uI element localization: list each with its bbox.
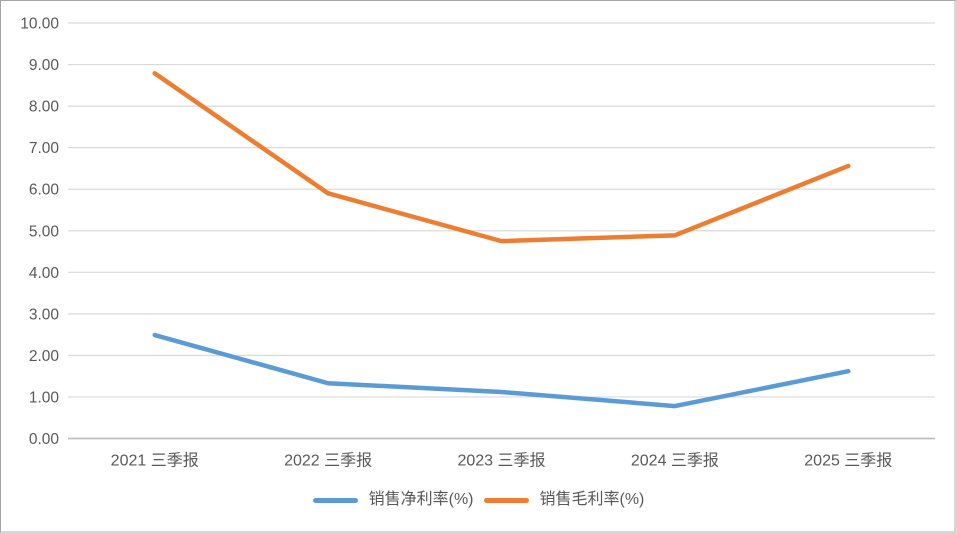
y-tick-label: 4.00	[29, 265, 60, 282]
y-tick-label: 2.00	[29, 348, 60, 365]
legend-item: 销售净利率(%)	[311, 489, 476, 511]
x-tick-label: 2025 三季报	[804, 452, 892, 470]
legend-label: 销售净利率(%)	[368, 491, 474, 508]
y-tick-label: 8.00	[29, 99, 60, 116]
y-tick-label: 0.00	[29, 431, 60, 448]
y-tick-label: 9.00	[29, 57, 60, 74]
x-tick-label: 2023 三季报	[457, 452, 545, 470]
legend-label: 销售毛利率(%)	[539, 491, 645, 508]
y-tick-label: 1.00	[29, 389, 60, 406]
y-tick-label: 3.00	[29, 306, 60, 323]
y-tick-label: 5.00	[29, 223, 60, 240]
x-tick-label: 2022 三季报	[284, 452, 372, 470]
x-tick-label: 2024 三季报	[631, 452, 719, 470]
x-tick-label: 2021 三季报	[111, 452, 199, 470]
series-line-0	[152, 332, 851, 409]
series-line-1	[152, 71, 851, 244]
chart-legend: 销售净利率(%) 销售毛利率(%)	[0, 489, 957, 511]
y-tick-label: 10.00	[20, 16, 59, 33]
y-tick-label: 6.00	[29, 182, 60, 199]
legend-item: 销售毛利率(%)	[482, 489, 647, 511]
y-tick-label: 7.00	[29, 140, 60, 157]
legend-swatch	[312, 497, 358, 503]
legend-swatch	[483, 497, 529, 503]
